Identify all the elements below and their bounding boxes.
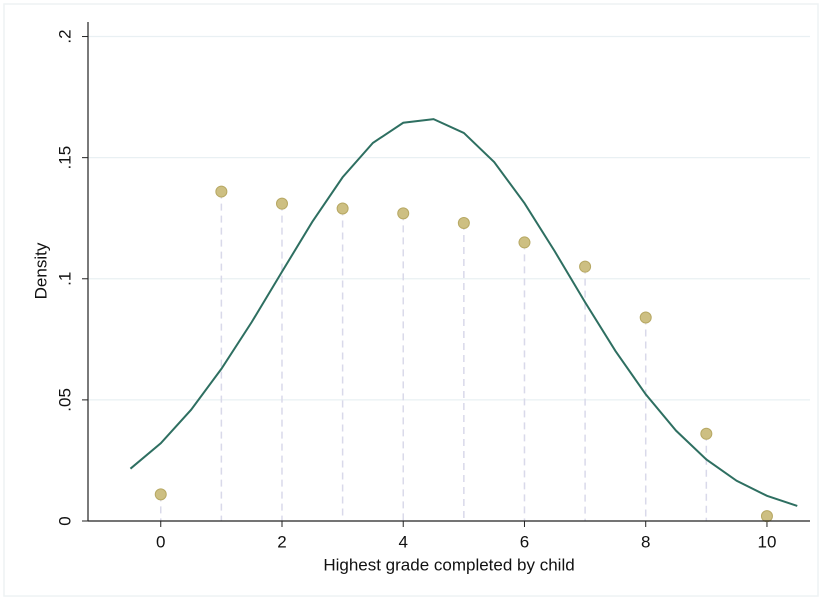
density-curve bbox=[129, 118, 798, 507]
chart-frame bbox=[3, 3, 819, 597]
x-axis-label: Highest grade completed by child bbox=[323, 555, 574, 574]
y-axis-label: Density bbox=[31, 242, 50, 299]
y-tick-label: .15 bbox=[55, 146, 74, 170]
y-tick-label: .1 bbox=[55, 272, 74, 286]
data-point bbox=[639, 311, 652, 324]
y-tick-label: .05 bbox=[55, 388, 74, 412]
x-tick-label: 8 bbox=[641, 532, 650, 551]
x-tick-label: 10 bbox=[757, 532, 776, 551]
data-point bbox=[518, 236, 531, 249]
x-tick-label: 4 bbox=[398, 532, 407, 551]
y-tick-label: .2 bbox=[55, 29, 74, 43]
x-tick-label: 0 bbox=[156, 532, 165, 551]
data-point bbox=[700, 427, 713, 440]
data-point bbox=[215, 185, 228, 198]
data-point bbox=[336, 202, 349, 215]
data-point bbox=[579, 260, 592, 273]
x-tick-label: 2 bbox=[277, 532, 286, 551]
data-point bbox=[397, 207, 410, 220]
data-point bbox=[154, 488, 167, 501]
x-tick-label: 6 bbox=[520, 532, 529, 551]
data-point bbox=[760, 510, 773, 523]
y-tick-label: 0 bbox=[55, 516, 74, 525]
data-point bbox=[457, 217, 470, 230]
data-point bbox=[275, 197, 288, 210]
